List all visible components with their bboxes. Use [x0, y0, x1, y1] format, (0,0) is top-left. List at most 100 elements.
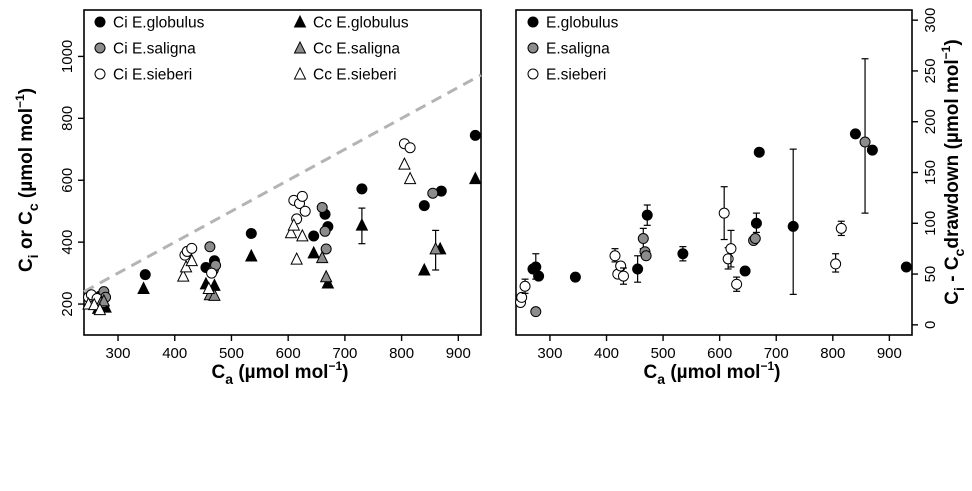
- legend-label-cc-e-globulus: Cc E.globulus: [313, 15, 409, 32]
- ci-e-globulus-point-2: [139, 269, 151, 281]
- y-tick-label-0: 0: [922, 321, 939, 329]
- ci-e-sieberi-point-5: [186, 242, 198, 254]
- ci-e-sieberi-point-11: [299, 205, 311, 217]
- cc-e-saligna-point-1: [97, 293, 111, 307]
- e-sieberi-point-3: [609, 250, 621, 262]
- e-sieberi-point-6: [617, 270, 629, 282]
- legend-label-e-globulus: E.globulus: [546, 15, 619, 32]
- right-panel-drawdown-vs-ca: 300 400 500 600 700 800 900 0 50 100 150 200 250300 …: [515, 8, 967, 387]
- cc-e-sieberi-point-8: [287, 217, 301, 231]
- left-y-axis-label: Ci or Cc (µmol mol−1): [13, 88, 41, 272]
- legend-label-e-sieberi: E.sieberi: [546, 67, 606, 84]
- legend-marker-cc-e-sieberi: [293, 66, 307, 80]
- legend-marker-ci-e-globulus: [94, 16, 106, 28]
- e-sieberi-point-2: [519, 280, 531, 292]
- x-tick-label-600: 600: [276, 345, 301, 362]
- legend-label-ci-e-sieberi: Ci E.sieberi: [113, 67, 192, 84]
- x-tick-label-800: 800: [389, 345, 414, 362]
- legend-marker-cc-e-saligna: [293, 40, 307, 54]
- e-globulus-point-11: [849, 128, 861, 140]
- cc-e-saligna-point-6: [429, 241, 442, 255]
- cc-e-saligna-point-5: [319, 269, 333, 283]
- ci-e-sieberi-point-9: [296, 190, 308, 202]
- cc-e-saligna-point-4: [315, 250, 329, 264]
- ci-e-globulus-point-10: [418, 200, 430, 212]
- left-legend: Ci E.globulus Ci E.saligna Ci E.sieberi Cc …: [94, 14, 409, 84]
- e-globulus-point-7: [739, 265, 751, 277]
- y-tick-label-200: 200: [59, 292, 76, 317]
- x-tick-label-700: 700: [764, 345, 789, 362]
- legend-label-e-saligna: E.saligna: [546, 41, 610, 58]
- cc-e-globulus-point-5: [244, 248, 258, 262]
- e-globulus-point-2: [533, 270, 545, 282]
- cc-e-sieberi-point-10: [296, 228, 309, 242]
- e-sieberi-point-11: [830, 258, 842, 270]
- legend-label-cc-e-saligna: Cc E.saligna: [313, 41, 400, 58]
- right-y-axis-label: Ci - Ccdrawdown (µmol mol−1): [939, 39, 967, 304]
- x-tick-label-500: 500: [219, 345, 244, 362]
- e-globulus-point-13: [900, 261, 912, 273]
- legend-marker-cc-e-globulus: [293, 14, 307, 28]
- cc-e-sieberi-point-12: [403, 171, 417, 185]
- x-tick-label-600: 600: [707, 345, 732, 362]
- cc-e-sieberi-point-5: [185, 253, 199, 267]
- x-tick-label-400: 400: [594, 345, 619, 362]
- e-sieberi-point-12: [835, 222, 847, 234]
- legend-marker-e-saligna: [527, 42, 539, 54]
- e-globulus-point-10: [787, 220, 799, 232]
- one-to-one-line-group: [83, 73, 482, 293]
- cc-e-sieberi-point-6: [202, 281, 216, 295]
- one-to-one-dashed-line: [83, 73, 482, 293]
- ci-e-saligna-point-2: [204, 241, 216, 253]
- x-tick-label-800: 800: [820, 345, 845, 362]
- e-sieberi-point-5: [615, 260, 627, 272]
- left-axis-ticks: 300 400 500 600 700 800 900 200 400 600 800 1000: [59, 40, 471, 362]
- right-plot-frame: [515, 9, 913, 336]
- cc-e-globulus-point-8: [355, 217, 369, 231]
- cc-e-globulus-point-11: [469, 171, 482, 185]
- left-panel-ci-cc-vs-ca: 300 400 500 600 700 800 900 200 400 600 800 1000 Ci…: [13, 9, 482, 387]
- cc-e-sieberi-point-9: [290, 251, 303, 265]
- e-saligna-point-3: [640, 250, 652, 262]
- e-sieberi-point-1: [516, 291, 528, 303]
- cc-e-sieberi-point-11: [398, 156, 411, 170]
- e-globulus-point-8: [750, 217, 762, 229]
- right-legend: E.globulus E.saligna E.sieberi: [527, 15, 619, 84]
- e-globulus-point-12: [866, 144, 878, 156]
- x-tick-label-300: 300: [537, 345, 562, 362]
- ci-e-sieberi-point-13: [404, 142, 416, 154]
- ci-e-globulus-point-12: [469, 129, 481, 141]
- cc-e-globulus-point-6: [307, 245, 321, 259]
- legend-marker-ci-e-saligna: [94, 42, 106, 54]
- y-tick-label-200: 200: [922, 109, 939, 134]
- left-plot-frame: [83, 9, 482, 336]
- y-tick-label-400: 400: [59, 230, 76, 255]
- right-axis-ticks: 300 400 500 600 700 800 900 0 50 100 150 200 250 300: [537, 8, 939, 362]
- cc-e-globulus-point-7: [321, 275, 335, 289]
- legend-marker-e-globulus: [527, 16, 539, 28]
- ci-e-saligna-point-6: [319, 225, 331, 237]
- y-tick-label-100: 100: [922, 211, 939, 236]
- y-tick-label-50: 50: [922, 266, 939, 283]
- cc-e-sieberi-point-1: [87, 297, 101, 311]
- left-data-marks: [82, 129, 482, 316]
- right-x-axis-label: Ca (µmol mol−1): [644, 359, 781, 387]
- ci-e-globulus-point-9: [356, 183, 368, 195]
- left-x-axis-label: Ca (µmol mol−1): [212, 359, 349, 387]
- x-tick-label-700: 700: [332, 345, 357, 362]
- x-tick-label-400: 400: [162, 345, 187, 362]
- x-tick-label-300: 300: [106, 345, 131, 362]
- legend-marker-ci-e-sieberi: [94, 68, 106, 80]
- e-globulus-point-9: [753, 146, 765, 158]
- e-globulus-point-1: [530, 261, 542, 273]
- e-saligna-point-5: [749, 233, 761, 245]
- e-sieberi-point-10: [731, 278, 743, 290]
- y-tick-label-1000: 1000: [59, 40, 76, 73]
- y-tick-label-150: 150: [922, 160, 939, 185]
- e-sieberi-point-8: [722, 253, 734, 265]
- e-globulus-point-3: [569, 271, 581, 283]
- legend-label-ci-e-saligna: Ci E.saligna: [113, 41, 196, 58]
- legend-label-ci-e-globulus: Ci E.globulus: [113, 15, 205, 32]
- legend-label-cc-e-sieberi: Cc E.sieberi: [313, 67, 397, 84]
